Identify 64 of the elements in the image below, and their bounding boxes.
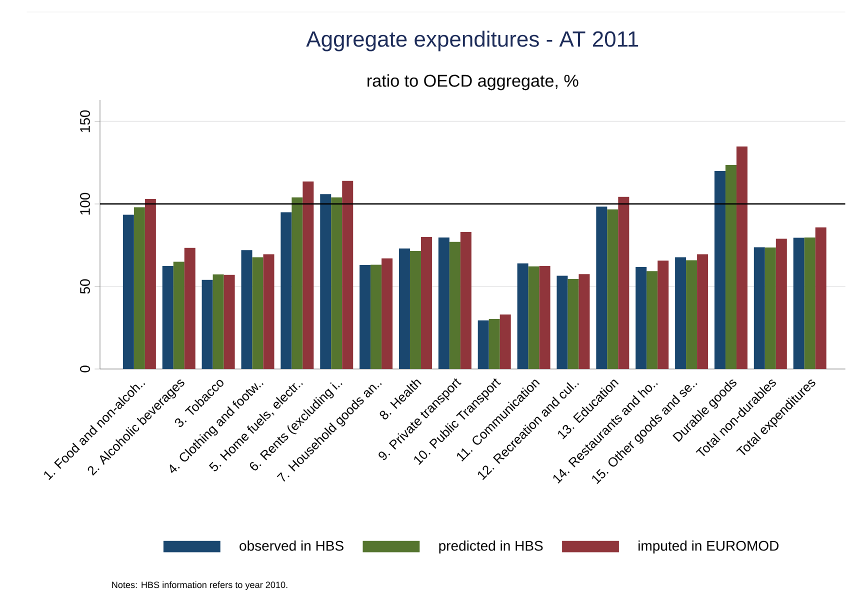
bar [224,274,235,369]
bar [658,260,669,369]
bar [686,260,698,369]
bar [646,271,658,369]
bar [697,254,708,369]
bar [370,264,382,369]
bar [578,274,590,369]
chart-subtitle: ratio to OECD aggregate, % [368,74,578,90]
y-tick-label: 50 [80,279,90,294]
bar [280,212,292,369]
y-tick-label: 150 [80,110,90,132]
bar [636,267,647,369]
bar [776,238,787,369]
y-tick-label: 0 [80,366,90,372]
bar [596,206,608,369]
bar [754,247,765,369]
bar [556,276,568,369]
bar [162,266,174,369]
bar [122,214,134,369]
bar [252,257,264,369]
bar [607,209,618,369]
bar [420,236,432,369]
y-tick-label: 100 [80,192,90,215]
bar [302,182,314,369]
bar [714,170,726,369]
bar [184,248,196,369]
chart-title: Aggregate expenditures - AT 2011 [306,30,638,52]
bar [360,265,371,369]
bar [460,232,472,369]
bar [202,280,213,369]
bar [212,274,224,369]
bar [398,248,410,369]
bar [815,227,826,369]
bar [410,251,421,369]
bar [517,263,528,369]
bar [438,237,450,369]
bar [568,279,579,369]
bar [449,242,460,369]
bar [331,197,342,369]
bar [342,180,354,369]
bar [725,165,736,369]
legend-label: predicted in HBS [439,540,543,554]
text: Notes: HBS information refers to year 2010. [112,581,288,590]
legend-label: observed in HBS [240,540,344,551]
bar [382,258,393,369]
bar [618,196,630,369]
bar [173,262,184,369]
bar [292,197,303,369]
bar [764,248,776,369]
bar [675,257,686,369]
bar [793,238,804,369]
bar [488,318,500,369]
bar [500,314,511,369]
bar [736,146,748,369]
bar [241,250,252,369]
bar [134,207,145,369]
bar [539,266,550,369]
bar [804,237,816,369]
bar [478,320,489,369]
bar [263,254,274,369]
bar [320,194,332,369]
bar [528,266,540,369]
legend-label: imputed in EUROMOD [638,540,779,554]
bar [144,199,156,369]
